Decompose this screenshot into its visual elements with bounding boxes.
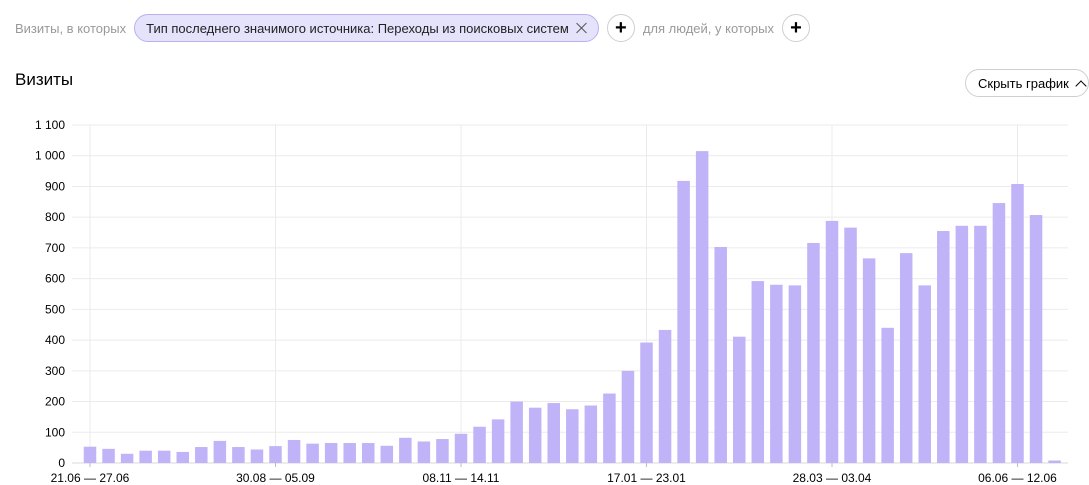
source-filter-chip-label: Тип последнего значимого источника: Пере…: [146, 20, 569, 36]
add-people-condition-button[interactable]: +: [782, 14, 811, 42]
bar[interactable]: [362, 443, 375, 463]
close-icon[interactable]: [576, 22, 588, 34]
chart-bars: [83, 151, 1061, 464]
bar[interactable]: [658, 329, 672, 463]
y-tick-label: 300: [45, 364, 65, 378]
bar[interactable]: [120, 453, 134, 463]
bar[interactable]: [825, 220, 839, 463]
bar[interactable]: [195, 447, 208, 463]
bar[interactable]: [232, 447, 245, 463]
bar[interactable]: [770, 284, 783, 463]
y-tick-label: 200: [45, 395, 65, 409]
x-tick-label: 28.03 — 03.04: [793, 471, 872, 485]
visits-bar-chart: 0 100 200 300 400 500 600 700 800 900 1 000 1 100 2…: [35, 118, 1068, 485]
bar[interactable]: [1029, 215, 1043, 463]
bar[interactable]: [955, 225, 969, 463]
bar[interactable]: [751, 281, 765, 463]
bar[interactable]: [269, 446, 282, 463]
bar[interactable]: [157, 450, 171, 463]
bar[interactable]: [417, 441, 431, 463]
bar[interactable]: [695, 151, 709, 464]
bar[interactable]: [788, 285, 802, 463]
visits-condition-label: Визиты, в которых: [15, 20, 127, 36]
y-tick-label: 500: [45, 302, 65, 316]
bar[interactable]: [213, 440, 227, 463]
bar[interactable]: [714, 246, 727, 463]
bar[interactable]: [510, 401, 523, 463]
bar[interactable]: [621, 370, 635, 463]
bar[interactable]: [603, 393, 616, 463]
bar[interactable]: [343, 443, 356, 463]
bar[interactable]: [1048, 460, 1061, 463]
y-tick-label: 1 000: [35, 149, 65, 163]
bar[interactable]: [324, 443, 338, 463]
bar[interactable]: [399, 437, 412, 463]
bar[interactable]: [250, 449, 264, 463]
bar[interactable]: [380, 445, 394, 463]
bar[interactable]: [584, 405, 598, 463]
bar[interactable]: [807, 242, 820, 463]
y-tick-label: 100: [45, 425, 65, 439]
bar[interactable]: [733, 336, 746, 463]
source-filter-chip[interactable]: Тип последнего значимого источника: Пере…: [134, 14, 599, 42]
bar[interactable]: [992, 203, 1006, 463]
x-tick-label: 17.01 — 23.01: [607, 471, 686, 485]
y-tick-label: 1 100: [35, 118, 65, 132]
bar[interactable]: [899, 253, 913, 463]
x-tick-label: 21.06 — 27.06: [51, 471, 130, 485]
y-tick-label: 900: [45, 179, 65, 193]
bar[interactable]: [287, 439, 301, 463]
bar[interactable]: [677, 180, 690, 463]
bar[interactable]: [139, 450, 152, 463]
bar[interactable]: [83, 446, 97, 463]
chevron-up-icon: [1075, 79, 1087, 92]
y-tick-label: 400: [45, 333, 65, 347]
bar[interactable]: [102, 448, 115, 463]
y-tick-label: 700: [45, 241, 65, 255]
chart-section-title: Визиты: [15, 70, 74, 89]
x-tick-label: 30.08 — 05.09: [236, 471, 315, 485]
hide-chart-button-label: Скрыть график: [978, 75, 1069, 91]
x-tick-label: 06.06 — 12.06: [978, 471, 1057, 485]
bar[interactable]: [454, 433, 468, 463]
bar[interactable]: [491, 419, 505, 463]
x-axis-labels: 21.06 — 27.06 30.08 — 05.09 08.11 — 14.11 1…: [51, 471, 1058, 485]
bar[interactable]: [918, 285, 932, 463]
y-tick-label: 0: [58, 456, 65, 470]
add-visit-condition-button[interactable]: +: [606, 14, 635, 42]
people-condition-label: для людей, у которых: [642, 20, 775, 36]
bar[interactable]: [974, 225, 987, 463]
y-tick-label: 800: [45, 210, 65, 224]
bar[interactable]: [547, 403, 561, 463]
bar[interactable]: [862, 258, 876, 463]
bar[interactable]: [844, 227, 857, 463]
x-tick-label: 08.11 — 14.11: [423, 471, 500, 485]
bar[interactable]: [306, 443, 319, 463]
y-tick-label: 600: [45, 272, 65, 286]
segment-filter-bar: Визиты, в которых Тип последнего значимо…: [15, 13, 818, 43]
y-axis-labels: 0 100 200 300 400 500 600 700 800 900 1 000 1 100: [35, 118, 65, 470]
bar[interactable]: [473, 426, 486, 463]
bar[interactable]: [640, 342, 653, 463]
bar[interactable]: [176, 451, 190, 463]
bar[interactable]: [436, 439, 449, 463]
bar[interactable]: [528, 407, 542, 463]
bar[interactable]: [1011, 183, 1024, 463]
bar[interactable]: [566, 409, 579, 463]
hide-chart-button[interactable]: Скрыть график: [965, 69, 1089, 97]
bar[interactable]: [881, 327, 894, 463]
bar[interactable]: [937, 231, 950, 463]
